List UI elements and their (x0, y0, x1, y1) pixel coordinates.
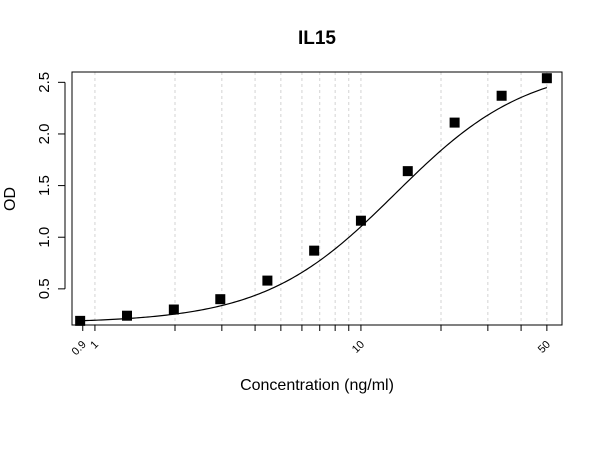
y-tick-label: 1.5 (36, 175, 53, 196)
data-point (75, 315, 86, 326)
y-axis-label: OD (2, 187, 19, 211)
grid (94, 72, 548, 325)
data-point (449, 117, 460, 128)
y-tick-label: 2.0 (36, 124, 53, 145)
data-points (75, 73, 552, 326)
y-tick-label: 2.5 (36, 72, 53, 93)
x-axis-label: Concentration (ng/ml) (240, 377, 394, 394)
data-point (309, 245, 320, 256)
data-point (541, 73, 552, 84)
plot-frame (71, 71, 563, 326)
data-point (402, 166, 413, 177)
fit-curve (80, 86, 548, 322)
chart-title: IL15 (298, 28, 336, 49)
data-point (215, 294, 226, 305)
y-tick-label: 0.5 (36, 278, 53, 299)
data-point (168, 304, 179, 315)
data-point (355, 215, 366, 226)
data-point (496, 90, 507, 101)
data-point (121, 310, 132, 321)
y-tick-label: 1.0 (36, 227, 53, 248)
data-point (262, 275, 273, 286)
y-axis: 0.5 1.0 1.5 2.0 2.5 (36, 72, 66, 299)
